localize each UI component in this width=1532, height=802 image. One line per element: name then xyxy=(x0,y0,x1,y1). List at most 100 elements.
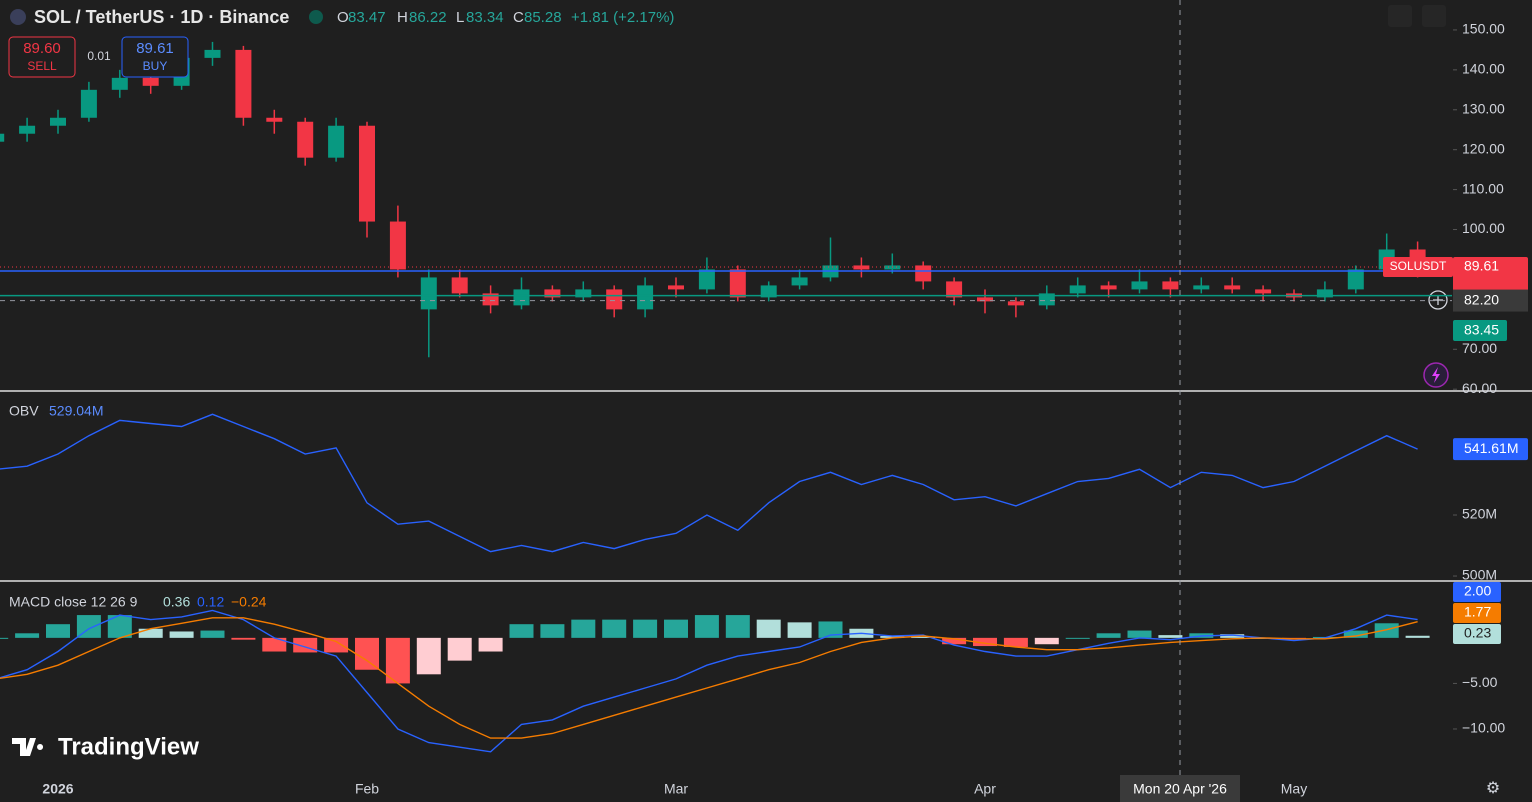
toolbar-button[interactable] xyxy=(1422,5,1446,27)
histogram-bar xyxy=(880,636,905,638)
candle-body xyxy=(637,285,654,310)
candle-body xyxy=(760,285,777,298)
histogram-bar xyxy=(0,637,9,639)
histogram-bar xyxy=(1343,630,1368,638)
histogram-bar xyxy=(1127,630,1152,638)
y-tick-label: 150.00 xyxy=(1462,21,1505,37)
symbol-title: SOL / TetherUS · 1D · Binance xyxy=(34,7,289,27)
histogram-bar xyxy=(107,615,132,638)
x-tick-label: May xyxy=(1281,781,1307,797)
histogram-bar xyxy=(231,637,256,640)
candle-body xyxy=(1347,269,1364,290)
settings-icon[interactable]: ⚙ xyxy=(1486,780,1500,797)
legend-value: 0.36 xyxy=(163,594,190,610)
candle-body xyxy=(946,281,963,298)
candle-body xyxy=(359,125,375,222)
candle-body xyxy=(853,265,870,270)
sell-price: 89.60 xyxy=(23,40,61,57)
legend-value: 0.12 xyxy=(197,594,224,610)
buy-price: 89.61 xyxy=(136,40,174,57)
histogram-bar xyxy=(46,624,70,638)
histogram-bar xyxy=(1034,637,1059,645)
last-value-label: 2.00 xyxy=(1464,583,1491,599)
last-value-tag xyxy=(1453,438,1528,461)
candle-body xyxy=(19,125,36,134)
ohlc-key: H xyxy=(397,9,408,26)
sell-button[interactable] xyxy=(8,36,76,78)
ohlc-key: C xyxy=(513,9,524,26)
candle-body xyxy=(698,269,715,290)
status-dot xyxy=(309,10,323,24)
last-value-label: 0.23 xyxy=(1464,625,1491,641)
candle-body xyxy=(575,289,592,298)
histogram-bar xyxy=(200,630,225,638)
histogram-bar xyxy=(355,637,379,670)
histogram-bar xyxy=(571,619,596,638)
ohlc-value: 85.28 xyxy=(524,9,562,26)
last-value-label: 541.61M xyxy=(1464,440,1518,456)
y-tick-label: 500M xyxy=(1462,567,1497,583)
legend-name: OBV xyxy=(9,403,39,419)
histogram-bar xyxy=(262,637,287,652)
candle-body xyxy=(297,121,314,158)
buy-button[interactable] xyxy=(121,36,189,78)
candle-body xyxy=(1131,281,1148,290)
histogram-bar xyxy=(942,637,967,645)
candle-body xyxy=(204,49,221,58)
histogram-bar xyxy=(169,631,194,638)
symbol-tag xyxy=(1383,257,1453,278)
candle-body xyxy=(328,125,345,158)
candle-body xyxy=(80,89,97,118)
symbol-tag-label: SOLUSDT xyxy=(1390,259,1447,273)
brand-logo xyxy=(12,738,44,756)
y-tick-label: 130.00 xyxy=(1462,100,1505,116)
candle-body xyxy=(1007,301,1024,306)
y-tick-label: 110.00 xyxy=(1462,180,1504,196)
histogram-bar xyxy=(756,619,781,638)
legend-value: −0.24 xyxy=(231,594,267,610)
candle-body xyxy=(389,221,406,270)
sell-label: SELL xyxy=(27,59,57,73)
histogram-bar xyxy=(385,637,410,684)
histogram-bar xyxy=(416,637,441,675)
x-tick-label: Mar xyxy=(664,781,688,797)
y-tick-label: 60.00 xyxy=(1462,380,1497,396)
candle-body xyxy=(1069,285,1086,294)
ohlc-key: L xyxy=(456,9,464,26)
histogram-bar xyxy=(1003,637,1028,647)
toolbar-button[interactable] xyxy=(1388,5,1412,27)
obv-line xyxy=(0,413,1418,553)
lightning-icon xyxy=(1432,367,1440,383)
histogram-bar xyxy=(138,628,163,638)
histogram-bar xyxy=(15,633,40,638)
add-icon xyxy=(1433,295,1443,305)
legend-value: 529.04M xyxy=(49,403,103,419)
legend-title: MACD close 12 26 9 xyxy=(9,594,138,610)
candle-body xyxy=(111,77,128,90)
ohlc-key: O xyxy=(337,9,349,26)
x-tick-label: Apr xyxy=(974,781,996,797)
candle-body xyxy=(420,277,437,310)
overlay: SOL / TetherUS · 1D · Binance ⚙ xyxy=(10,5,1500,797)
candle-body xyxy=(50,117,66,126)
candle-body xyxy=(977,297,993,302)
crosshair-date: Mon 20 Apr '26 xyxy=(1133,781,1227,797)
y-tick-label: 120.00 xyxy=(1462,140,1505,156)
candle-body xyxy=(451,277,468,294)
candle-body xyxy=(915,265,932,282)
last-price-tag xyxy=(1453,257,1528,296)
price-tag xyxy=(1453,320,1507,341)
candle-body xyxy=(544,289,561,298)
y-tick-label: 520M xyxy=(1462,506,1497,522)
crosshair-price-label: 82.20 xyxy=(1464,291,1499,307)
histogram-bar xyxy=(478,637,503,652)
macd-line xyxy=(0,609,1418,753)
histogram-bar xyxy=(324,637,349,653)
histogram-bar xyxy=(447,637,472,661)
add-icon[interactable] xyxy=(1428,290,1448,310)
candle-body xyxy=(1255,289,1272,294)
spread: 0.01 xyxy=(87,49,111,63)
symbol-icon xyxy=(10,9,26,25)
